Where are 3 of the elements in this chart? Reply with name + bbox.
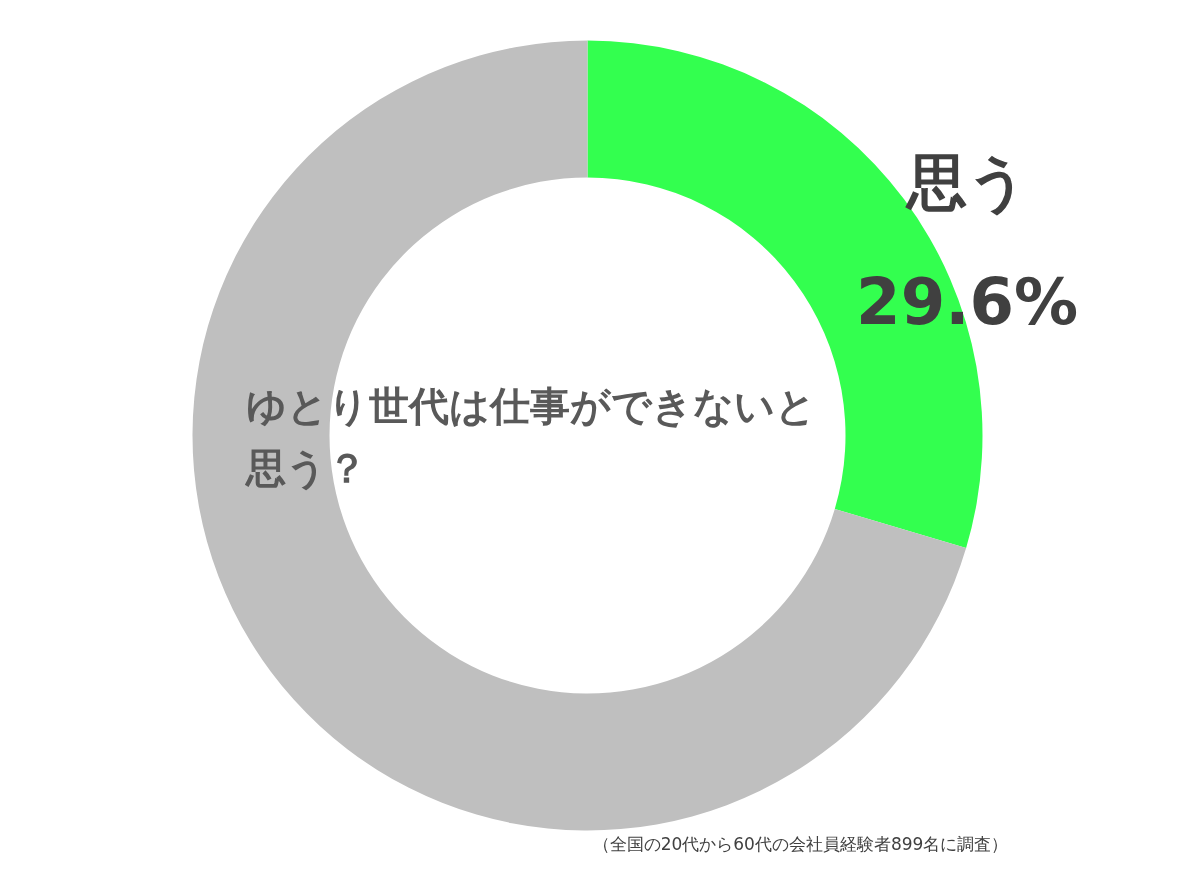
- slice-label: 思う: [904, 147, 1028, 218]
- text: ゆとり世代は仕事ができないと思う？: [243, 382, 816, 491]
- text: （全国の20代から60代の会社員経験者899名に調査）: [592, 833, 1009, 854]
